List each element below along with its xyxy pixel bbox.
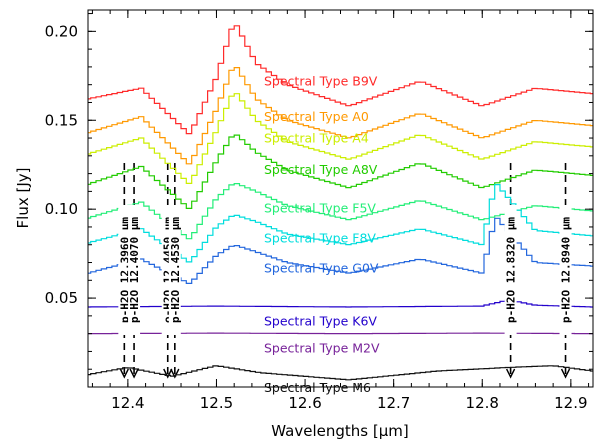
y-tick-label: 0.10 xyxy=(45,200,78,218)
y-axis-label: Flux [Jy] xyxy=(14,168,32,229)
line-label-5: p-H2O 12.8940 μm xyxy=(560,217,573,323)
series-label-2: Spectral Type A4 xyxy=(264,130,369,145)
line-label-bg-0 xyxy=(118,205,131,335)
series-label-8: Spectral Type M2V xyxy=(264,340,380,355)
line-marker-arrow-3 xyxy=(170,368,180,379)
y-tick-label: 0.15 xyxy=(45,111,78,129)
line-marker-arrow-0 xyxy=(119,368,129,379)
series-label-5: Spectral Type F8V xyxy=(264,230,376,245)
line-label-0: p-H2O 12.3960 μm xyxy=(118,217,131,323)
line-label-bg-5 xyxy=(559,205,572,335)
line-label-bg-4 xyxy=(504,205,517,335)
series-line-2 xyxy=(88,93,593,184)
tick-layer: 12.4 12.5 12.6 12.7 12.8 12.9 0.05 0.10 0.15 0.20 xyxy=(45,10,593,412)
series-label-6: Spectral Type G0V xyxy=(264,260,379,275)
series-line-7 xyxy=(88,299,593,308)
series-label-1: Spectral Type A0 xyxy=(264,109,369,124)
series-line-9 xyxy=(88,365,593,381)
series-line-1 xyxy=(88,67,593,165)
y-tick-label: 0.20 xyxy=(45,22,78,40)
y-tick-label: 0.05 xyxy=(45,289,78,307)
annotation-layer: p-H2O 12.3960 μmp-H2O 12.4070 μm o-H2O 12… xyxy=(118,205,573,335)
x-tick-label: 12.5 xyxy=(200,394,233,412)
x-axis-label: Wavelengths [μm] xyxy=(271,422,408,440)
x-tick-label: 12.6 xyxy=(288,394,321,412)
series-line-0 xyxy=(88,25,593,135)
line-marker-layer xyxy=(119,163,571,379)
series-label-layer: Spectral Type B9V Spectral Type A0 Spectra… xyxy=(264,73,380,394)
line-label-bg-3 xyxy=(168,205,181,335)
series-label-0: Spectral Type B9V xyxy=(264,73,378,88)
series-label-3: Spectral Type A8V xyxy=(264,162,378,177)
x-tick-label: 12.4 xyxy=(111,394,144,412)
series-label-7: Spectral Type K6V xyxy=(264,313,377,328)
line-label-3: p-H2O 12.4530 μm xyxy=(169,217,182,323)
x-tick-label: 12.8 xyxy=(466,394,499,412)
line-label-bg-1 xyxy=(128,205,141,335)
line-marker-arrow-1 xyxy=(129,368,139,379)
line-label-1: p-H2O 12.4070 μm xyxy=(128,217,141,323)
x-tick-label: 12.7 xyxy=(377,394,410,412)
line-marker-arrow-4 xyxy=(505,368,516,379)
line-marker-arrow-2 xyxy=(163,368,173,379)
series-label-4: Spectral Type F5V xyxy=(264,200,376,215)
line-marker-arrow-5 xyxy=(560,368,571,379)
x-tick-label: 12.9 xyxy=(554,394,587,412)
line-label-4: p-H2O 12.8320 μm xyxy=(505,217,518,323)
series-line-3 xyxy=(88,134,593,209)
